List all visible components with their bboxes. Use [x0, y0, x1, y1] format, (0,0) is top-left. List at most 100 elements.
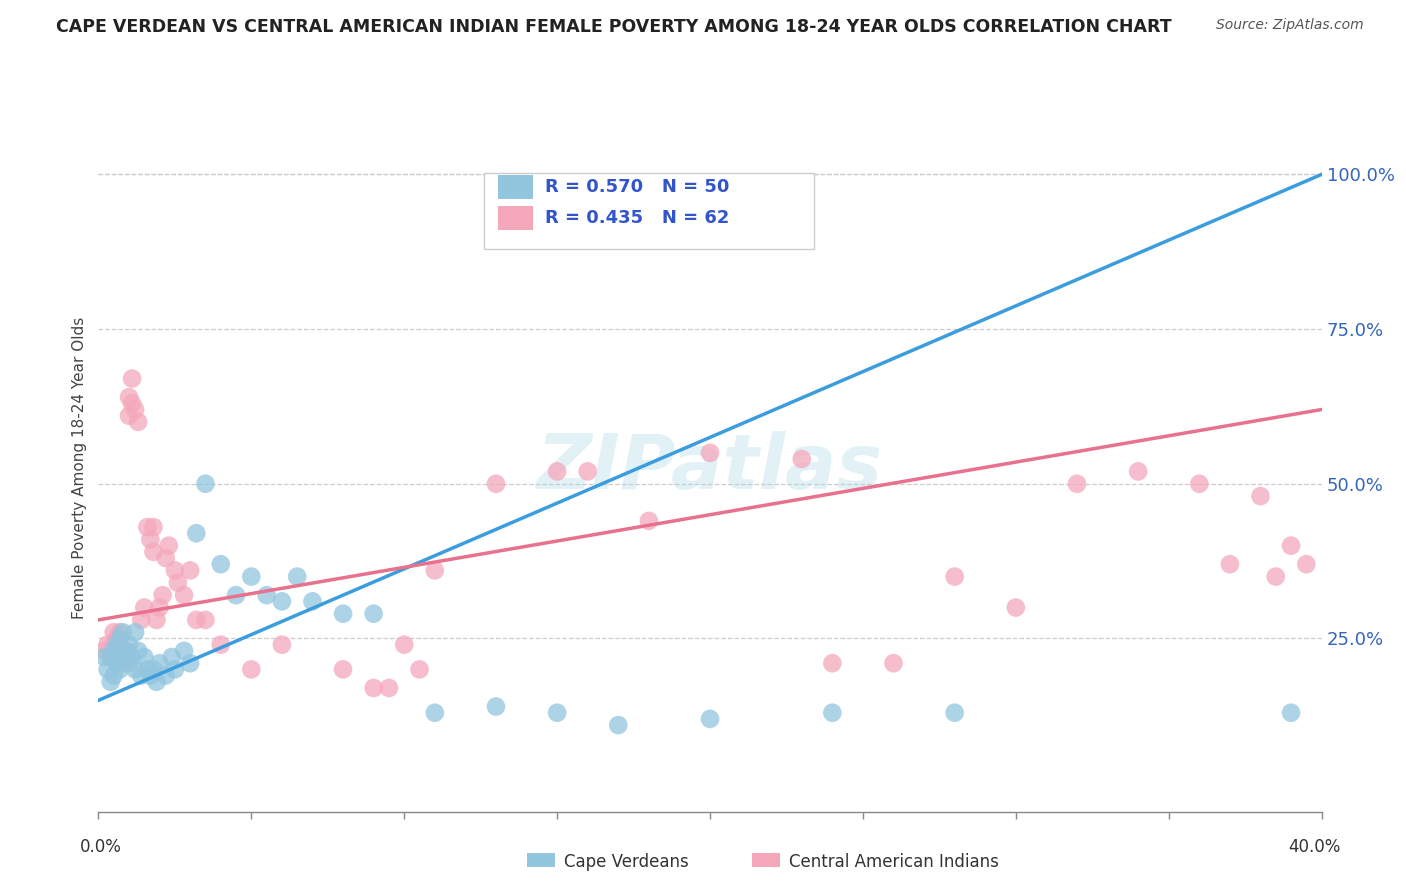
Point [121, 650, 143, 665]
Point [139, 533, 162, 547]
Point [111, 650, 134, 665]
Point [173, 588, 195, 602]
Point [100, 650, 122, 665]
Point [118, 390, 141, 404]
Point [127, 644, 149, 658]
Point [163, 563, 186, 577]
Point [194, 476, 217, 491]
Point [93, 650, 115, 665]
Point [134, 600, 156, 615]
Point [142, 520, 165, 534]
Point [576, 464, 599, 478]
Point [1279, 706, 1302, 720]
Point [103, 644, 125, 658]
Point [136, 520, 159, 534]
Text: R = 0.435   N = 62: R = 0.435 N = 62 [546, 210, 730, 227]
Point [1004, 600, 1026, 615]
Point [485, 476, 508, 491]
Point [127, 415, 149, 429]
Point [103, 668, 125, 682]
Bar [498, 206, 533, 230]
Point [118, 409, 141, 423]
Point [134, 650, 156, 665]
Point [118, 638, 141, 652]
Point [332, 607, 354, 621]
Point [152, 588, 174, 602]
Point [423, 706, 446, 720]
Point [1066, 476, 1088, 491]
FancyBboxPatch shape [484, 173, 814, 249]
Point [163, 662, 186, 676]
Point [136, 662, 159, 676]
Text: Central American Indians: Central American Indians [789, 853, 998, 871]
Point [821, 706, 844, 720]
Point [105, 632, 128, 646]
Point [105, 644, 128, 658]
Point [1128, 464, 1150, 478]
Point [194, 613, 217, 627]
Point [301, 594, 323, 608]
Point [179, 563, 201, 577]
Point [270, 638, 292, 652]
Point [157, 539, 180, 553]
Point [225, 588, 247, 602]
Point [363, 607, 385, 621]
Point [186, 613, 208, 627]
Point [93, 644, 115, 658]
Point [121, 396, 143, 410]
Point [485, 699, 508, 714]
Point [378, 681, 401, 695]
Point [115, 657, 138, 671]
Point [115, 644, 138, 658]
Point [332, 662, 354, 676]
Point [1279, 539, 1302, 553]
Point [1295, 558, 1317, 572]
Text: 40.0%: 40.0% [1288, 838, 1341, 855]
Point [142, 545, 165, 559]
Point [423, 563, 446, 577]
Point [111, 650, 134, 665]
Bar [498, 175, 533, 199]
Point [105, 638, 128, 652]
Point [285, 569, 308, 583]
Point [108, 662, 131, 676]
Point [103, 625, 125, 640]
Point [186, 526, 208, 541]
Point [100, 674, 122, 689]
Point [637, 514, 661, 528]
Point [108, 625, 131, 640]
Text: Cape Verdeans: Cape Verdeans [564, 853, 689, 871]
Point [173, 644, 195, 658]
Point [1249, 489, 1271, 503]
Point [883, 657, 905, 671]
Point [546, 464, 568, 478]
Point [209, 638, 232, 652]
Text: 0.0%: 0.0% [80, 838, 122, 855]
Point [363, 681, 385, 695]
Point [149, 600, 172, 615]
Point [209, 558, 232, 572]
Point [142, 662, 165, 676]
Point [699, 712, 721, 726]
Text: ZIPatlas: ZIPatlas [537, 432, 883, 505]
Point [392, 638, 416, 652]
Point [108, 638, 131, 652]
Point [821, 657, 844, 671]
Point [546, 706, 568, 720]
Text: Source: ZipAtlas.com: Source: ZipAtlas.com [1216, 18, 1364, 32]
Point [97, 638, 120, 652]
Point [124, 625, 146, 640]
Point [1188, 476, 1211, 491]
Point [270, 594, 292, 608]
Point [115, 644, 138, 658]
Point [160, 650, 183, 665]
Point [943, 706, 966, 720]
Point [167, 575, 190, 590]
Point [240, 662, 263, 676]
Point [155, 668, 177, 682]
Text: R = 0.570   N = 50: R = 0.570 N = 50 [546, 178, 730, 196]
Point [145, 674, 167, 689]
Point [1264, 569, 1286, 583]
Point [149, 657, 172, 671]
Point [97, 662, 120, 676]
